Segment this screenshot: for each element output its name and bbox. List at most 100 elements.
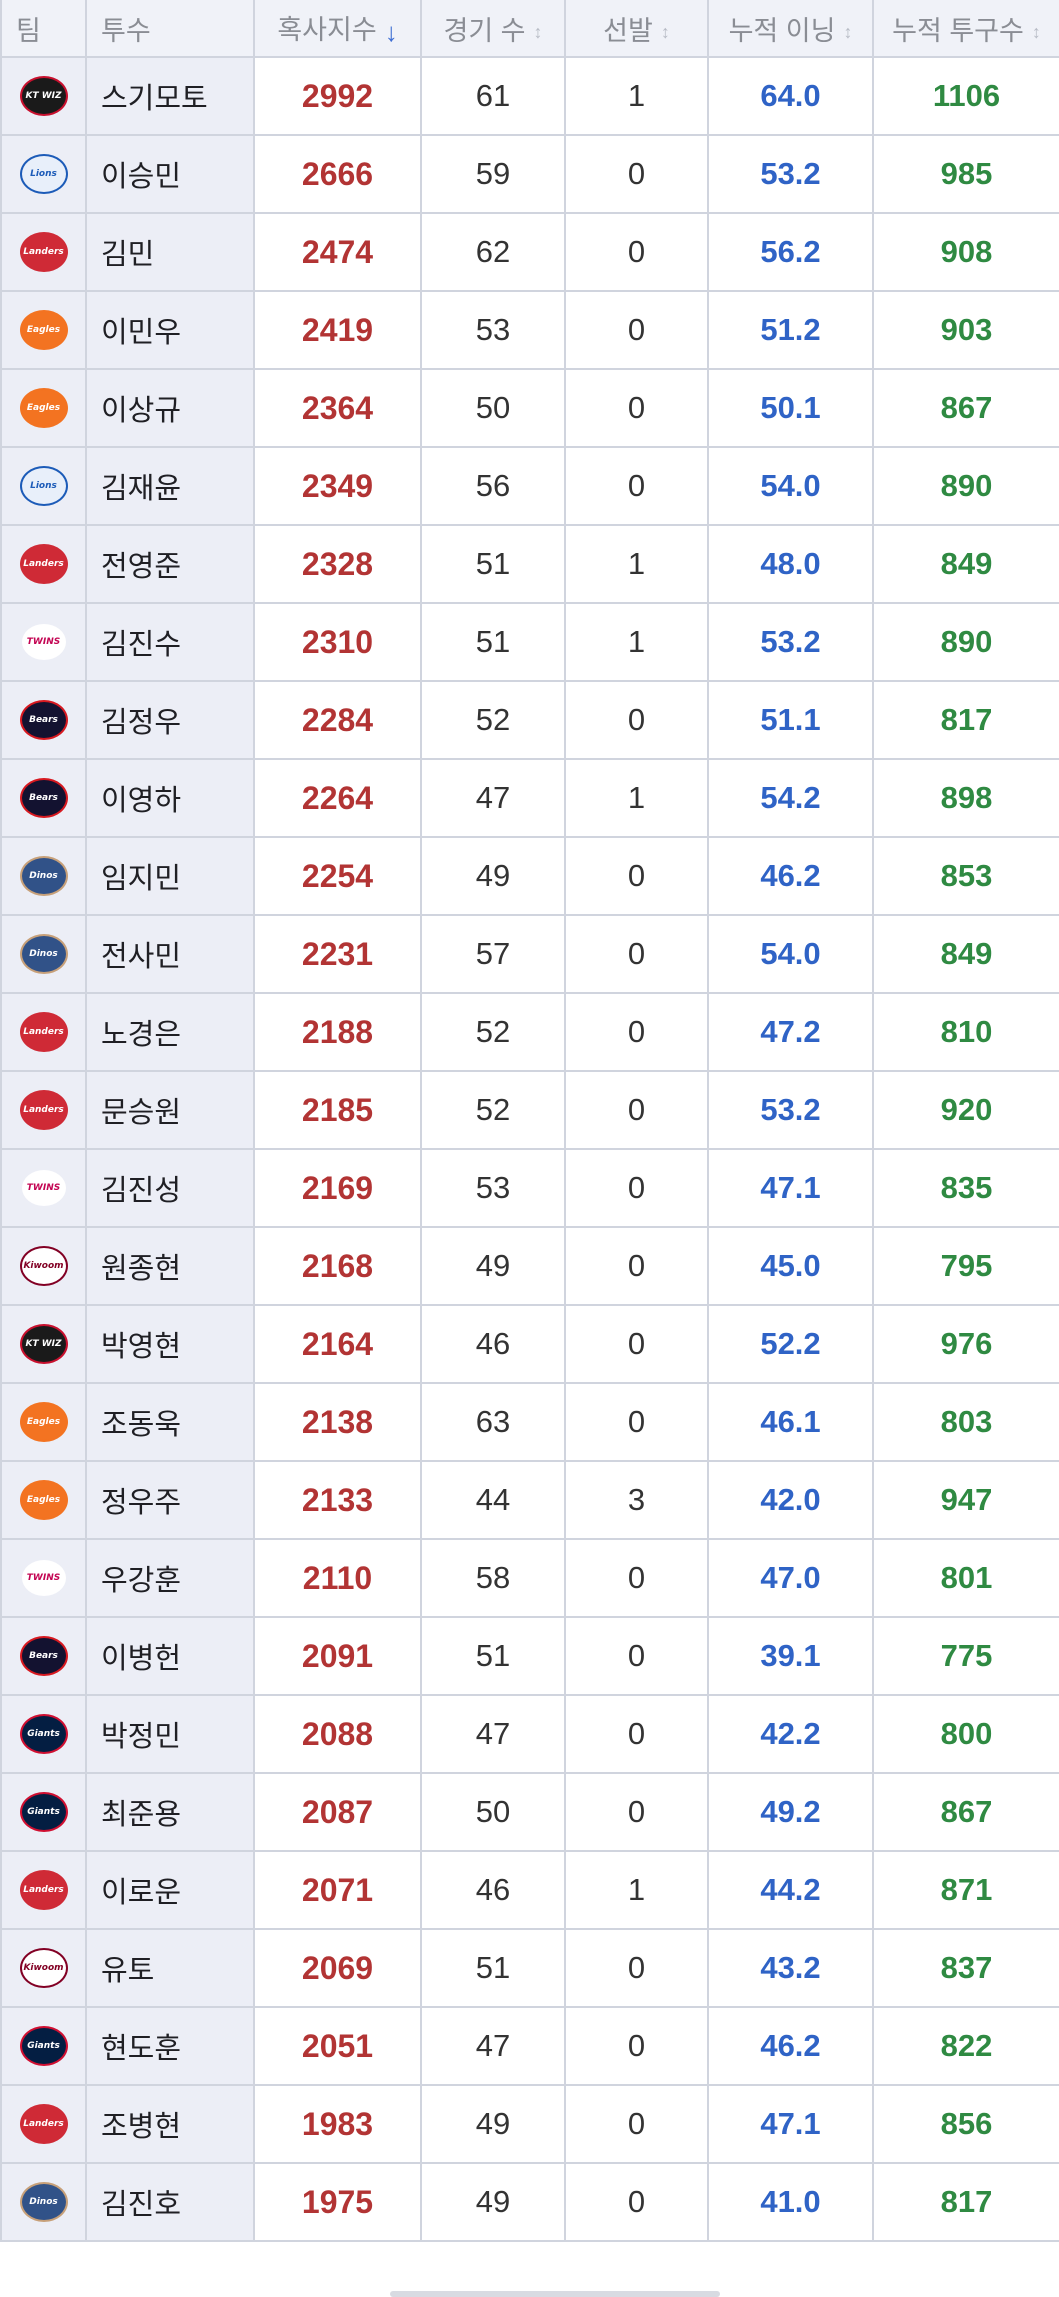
table-row[interactable]: KT WIZ 박영현 2164 46 0 52.2 976 xyxy=(0,1304,1059,1384)
starts-count: 0 xyxy=(564,368,709,448)
innings-total: 42.2 xyxy=(707,1694,874,1774)
home-indicator[interactable] xyxy=(390,2291,720,2297)
overuse-index: 2051 xyxy=(253,2006,422,2086)
pitches-total: 908 xyxy=(872,212,1059,292)
sort-icon[interactable]: ↕ xyxy=(843,21,853,42)
games-count: 50 xyxy=(420,368,566,448)
table-row[interactable]: Eagles 이민우 2419 53 0 51.2 903 xyxy=(0,290,1059,370)
games-count: 49 xyxy=(420,2162,566,2242)
starts-count: 0 xyxy=(564,290,709,370)
games-count: 59 xyxy=(420,134,566,214)
pitches-total: 1106 xyxy=(872,56,1059,136)
starts-count: 0 xyxy=(564,1070,709,1150)
team-logo-icon: Landers xyxy=(19,1012,68,1052)
overuse-index: 2110 xyxy=(253,1538,422,1618)
table-row[interactable]: Eagles 정우주 2133 44 3 42.0 947 xyxy=(0,1460,1059,1540)
team-logo-icon: Bears xyxy=(19,700,68,740)
table-row[interactable]: Eagles 조동욱 2138 63 0 46.1 803 xyxy=(0,1382,1059,1462)
table-body: KT WIZ 스기모토 2992 61 1 64.0 1106 Lions 이승민 2666 59 0… xyxy=(0,56,1059,2242)
team-cell: TWINS xyxy=(0,1538,87,1618)
pitcher-name: 이민우 xyxy=(85,290,255,370)
pitches-total: 849 xyxy=(872,524,1059,604)
table-row[interactable]: KT WIZ 스기모토 2992 61 1 64.0 1106 xyxy=(0,56,1059,136)
games-count: 47 xyxy=(420,1694,566,1774)
overuse-index: 1983 xyxy=(253,2084,422,2164)
table-header-row: 팀 투수 혹사지수 ↓ 경기 수 ↕ 선발 ↕ 누적 이닝 ↕ 누적 투구수 ↕ xyxy=(0,0,1059,58)
table-row[interactable]: Landers 이로운 2071 46 1 44.2 871 xyxy=(0,1850,1059,1930)
sort-icon[interactable]: ↕ xyxy=(660,21,670,42)
games-count: 47 xyxy=(420,758,566,838)
games-count: 56 xyxy=(420,446,566,526)
table-row[interactable]: TWINS 김진성 2169 53 0 47.1 835 xyxy=(0,1148,1059,1228)
pitcher-name: 박영현 xyxy=(85,1304,255,1384)
team-logo-icon: Giants xyxy=(19,2026,68,2066)
starts-count: 0 xyxy=(564,914,709,994)
team-logo-icon: Lions xyxy=(19,154,68,194)
innings-total: 44.2 xyxy=(707,1850,874,1930)
pitches-total: 803 xyxy=(872,1382,1059,1462)
table-row[interactable]: Landers 조병현 1983 49 0 47.1 856 xyxy=(0,2084,1059,2164)
table-row[interactable]: Giants 최준용 2087 50 0 49.2 867 xyxy=(0,1772,1059,1852)
table-row[interactable]: Dinos 김진호 1975 49 0 41.0 817 xyxy=(0,2162,1059,2242)
table-row[interactable]: Dinos 임지민 2254 49 0 46.2 853 xyxy=(0,836,1059,916)
games-count: 53 xyxy=(420,1148,566,1228)
games-count: 51 xyxy=(420,1616,566,1696)
overuse-index: 2164 xyxy=(253,1304,422,1384)
column-header-starts[interactable]: 선발 ↕ xyxy=(564,0,709,58)
starts-count: 0 xyxy=(564,1538,709,1618)
overuse-index: 2364 xyxy=(253,368,422,448)
games-count: 47 xyxy=(420,2006,566,2086)
team-cell: Giants xyxy=(0,1694,87,1774)
starts-count: 1 xyxy=(564,602,709,682)
column-header-innings[interactable]: 누적 이닝 ↕ xyxy=(707,0,874,58)
overuse-index: 2071 xyxy=(253,1850,422,1930)
pitcher-name: 김진호 xyxy=(85,2162,255,2242)
team-cell: Bears xyxy=(0,758,87,838)
sort-icon[interactable]: ↕ xyxy=(533,21,543,42)
sort-desc-icon[interactable]: ↓ xyxy=(384,16,398,47)
team-cell: Eagles xyxy=(0,1382,87,1462)
overuse-index: 1975 xyxy=(253,2162,422,2242)
team-logo-icon: Giants xyxy=(19,1792,68,1832)
column-header-pitches[interactable]: 누적 투구수 ↕ xyxy=(872,0,1059,58)
column-header-pitcher: 투수 xyxy=(85,0,255,58)
overuse-index: 2310 xyxy=(253,602,422,682)
table-row[interactable]: Landers 노경은 2188 52 0 47.2 810 xyxy=(0,992,1059,1072)
column-header-games[interactable]: 경기 수 ↕ xyxy=(420,0,566,58)
table-row[interactable]: Giants 현도훈 2051 47 0 46.2 822 xyxy=(0,2006,1059,2086)
table-row[interactable]: Eagles 이상규 2364 50 0 50.1 867 xyxy=(0,368,1059,448)
team-cell: Giants xyxy=(0,2006,87,2086)
innings-total: 53.2 xyxy=(707,134,874,214)
table-row[interactable]: Kiwoom 원종현 2168 49 0 45.0 795 xyxy=(0,1226,1059,1306)
sort-icon[interactable]: ↕ xyxy=(1031,21,1041,42)
overuse-index: 2231 xyxy=(253,914,422,994)
table-row[interactable]: Dinos 전사민 2231 57 0 54.0 849 xyxy=(0,914,1059,994)
team-logo-icon: TWINS xyxy=(19,1168,68,1208)
table-row[interactable]: Landers 문승원 2185 52 0 53.2 920 xyxy=(0,1070,1059,1150)
table-row[interactable]: TWINS 김진수 2310 51 1 53.2 890 xyxy=(0,602,1059,682)
overuse-index: 2088 xyxy=(253,1694,422,1774)
pitches-total: 822 xyxy=(872,2006,1059,2086)
pitches-total: 920 xyxy=(872,1070,1059,1150)
table-row[interactable]: Lions 김재윤 2349 56 0 54.0 890 xyxy=(0,446,1059,526)
table-row[interactable]: Bears 김정우 2284 52 0 51.1 817 xyxy=(0,680,1059,760)
table-row[interactable]: Landers 전영준 2328 51 1 48.0 849 xyxy=(0,524,1059,604)
starts-count: 3 xyxy=(564,1460,709,1540)
team-cell: Landers xyxy=(0,524,87,604)
innings-total: 46.1 xyxy=(707,1382,874,1462)
table-row[interactable]: Bears 이영하 2264 47 1 54.2 898 xyxy=(0,758,1059,838)
starts-count: 0 xyxy=(564,1772,709,1852)
innings-total: 47.2 xyxy=(707,992,874,1072)
starts-count: 1 xyxy=(564,524,709,604)
table-row[interactable]: TWINS 우강훈 2110 58 0 47.0 801 xyxy=(0,1538,1059,1618)
column-header-ratio[interactable]: 혹사지수 ↓ xyxy=(253,0,422,58)
team-logo-icon: Dinos xyxy=(19,934,68,974)
starts-count: 1 xyxy=(564,1850,709,1930)
table-row[interactable]: Bears 이병헌 2091 51 0 39.1 775 xyxy=(0,1616,1059,1696)
team-logo-icon: Giants xyxy=(19,1714,68,1754)
table-row[interactable]: Lions 이승민 2666 59 0 53.2 985 xyxy=(0,134,1059,214)
table-row[interactable]: Giants 박정민 2088 47 0 42.2 800 xyxy=(0,1694,1059,1774)
pitches-total: 801 xyxy=(872,1538,1059,1618)
table-row[interactable]: Kiwoom 유토 2069 51 0 43.2 837 xyxy=(0,1928,1059,2008)
table-row[interactable]: Landers 김민 2474 62 0 56.2 908 xyxy=(0,212,1059,292)
